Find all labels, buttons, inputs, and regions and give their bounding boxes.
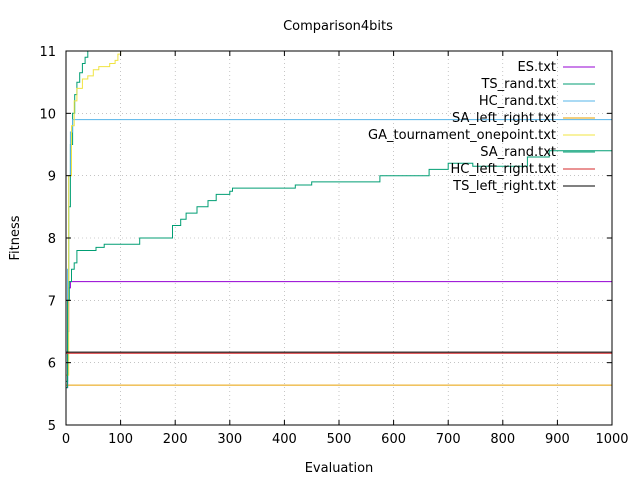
y-tick-label: 9	[48, 170, 56, 185]
x-tick-label: 100	[108, 432, 133, 447]
x-tick-label: 600	[381, 432, 406, 447]
series-line-5	[66, 150, 612, 389]
legend-label: ES.txt	[518, 60, 557, 75]
x-tick-label: 700	[436, 432, 461, 447]
legend-label: TS_left_right.txt	[452, 179, 556, 194]
legend-label: TS_rand.txt	[480, 77, 556, 92]
x-axis-label: Evaluation	[305, 461, 374, 476]
y-tick-label: 8	[48, 232, 56, 247]
grid	[66, 51, 612, 425]
legend-label: SA_left_right.txt	[452, 111, 556, 126]
x-tick-label: 0	[62, 432, 70, 447]
x-tick-label: 200	[163, 432, 188, 447]
y-tick-label: 5	[48, 419, 56, 434]
axis-ticks: 0 100 200 300 400 500 600 700 800 900 1000 5 6 7 8 9 10 1…	[39, 45, 628, 447]
y-axis-label: Fitness	[8, 215, 23, 260]
series-line-4	[66, 50, 176, 376]
x-tick-label: 900	[545, 432, 570, 447]
legend-label: SA_rand.txt	[480, 145, 556, 160]
y-tick-label: 6	[48, 357, 56, 372]
x-tick-label: 1000	[595, 432, 628, 447]
legend: ES.txt TS_rand.txt HC_rand.txt SA_left_righ…	[368, 60, 595, 194]
chart-title: Comparison4bits	[283, 19, 393, 34]
legend-label: HC_left_right.txt	[451, 162, 556, 177]
x-tick-label: 800	[490, 432, 515, 447]
legend-label: GA_tournament_onepoint.txt	[368, 128, 556, 143]
series-line-1	[66, 50, 89, 382]
legend-label: HC_rand.txt	[479, 94, 556, 109]
y-tick-label: 7	[48, 294, 56, 309]
x-tick-label: 300	[217, 432, 242, 447]
y-tick-label: 10	[39, 107, 56, 122]
y-tick-label: 11	[39, 45, 56, 60]
x-tick-label: 500	[327, 432, 352, 447]
x-tick-label: 400	[272, 432, 297, 447]
